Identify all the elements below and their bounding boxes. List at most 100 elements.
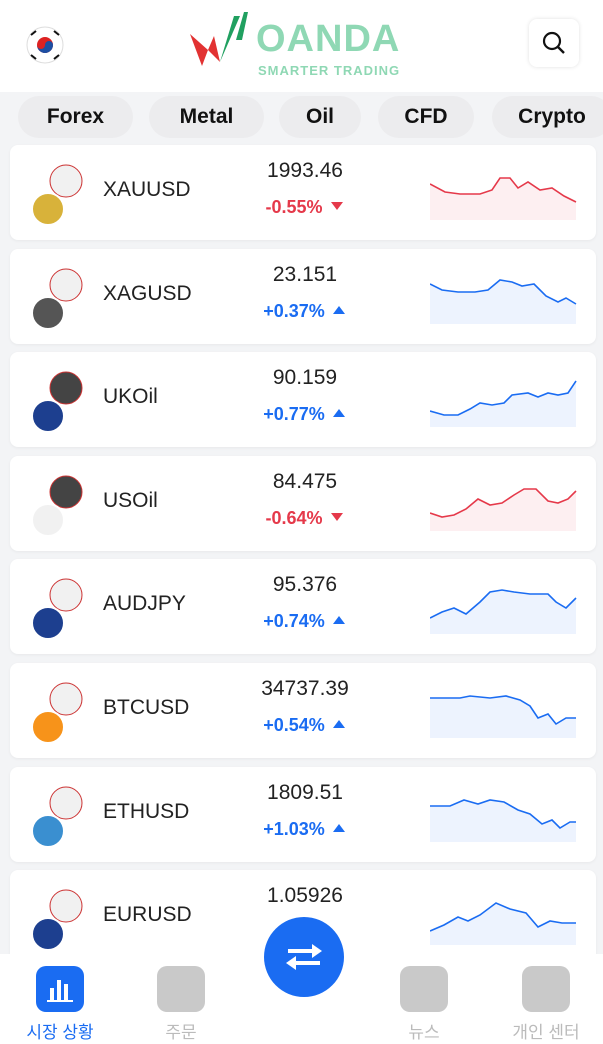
nav-label[interactable]: 뉴스 <box>408 1023 440 1042</box>
tagline: SMARTER TRADING <box>258 63 401 78</box>
quote-row[interactable]: XAGUSD 23.151 +0.37% <box>10 248 596 344</box>
icon-back <box>49 164 83 198</box>
icon-front <box>31 917 65 952</box>
nav-label[interactable]: 개인 센터 <box>512 1023 580 1042</box>
sparkline-line <box>430 380 577 416</box>
category-tab[interactable]: Metal <box>149 96 264 138</box>
flag-icon[interactable] <box>25 25 65 65</box>
change-wrap: +0.77% <box>240 404 370 425</box>
sparkline-line <box>430 278 577 305</box>
price: 34737.39 <box>261 677 349 700</box>
price: 84.475 <box>272 469 338 493</box>
change-arrow <box>332 409 345 418</box>
sparkline-area <box>430 696 576 738</box>
symbol: XAUUSD <box>103 178 191 201</box>
category-tab[interactable]: Oil <box>279 96 361 138</box>
nav-label[interactable]: 시장 상황 <box>26 1023 94 1042</box>
icon-back <box>49 786 83 820</box>
search-button[interactable] <box>529 19 579 67</box>
quote-row[interactable]: XAUUSD 1993.46 -0.55% <box>10 145 596 240</box>
icon-front <box>31 192 65 226</box>
instrument-icon <box>31 475 83 537</box>
sparkline-line <box>430 589 577 620</box>
symbol: XAGUSD <box>103 281 192 305</box>
sparkline <box>430 589 577 635</box>
category-tab[interactable]: Crypto <box>492 96 603 138</box>
symbol: ETHUSD <box>103 799 190 823</box>
nav-label[interactable]: 주문 <box>165 1023 197 1042</box>
sparkline-area <box>430 488 576 531</box>
change-wrap: +0.74% <box>240 611 370 632</box>
icon-back <box>49 578 83 612</box>
sparkline <box>430 487 577 531</box>
icon-front <box>31 399 65 434</box>
icon-front <box>31 606 65 641</box>
price: 1.05926 <box>267 884 343 908</box>
change: +0.77% <box>263 404 325 425</box>
change: +0.54% <box>263 715 325 735</box>
arrow <box>332 616 345 625</box>
nav-icon[interactable] <box>522 966 570 1012</box>
arrow <box>332 305 345 314</box>
change: -0.55% <box>265 197 323 217</box>
nav-icon[interactable] <box>36 966 84 1012</box>
icon-front <box>31 295 65 330</box>
sparkline-area <box>430 799 576 842</box>
instrument-icon <box>31 268 83 330</box>
quote-row[interactable]: USOil 84.475 -0.64% <box>10 455 596 551</box>
change-wrap: +0.37% <box>240 301 370 322</box>
header: OANDA SMARTER TRADING <box>0 0 603 92</box>
quote-row[interactable]: ETHUSD 1809.51 +1.03% <box>10 766 596 862</box>
icon-back <box>49 371 83 405</box>
change: +0.37% <box>263 300 325 321</box>
quote-row[interactable]: AUDJPY 95.376 +0.74% <box>10 559 596 655</box>
instrument-icon <box>31 578 83 641</box>
arrow <box>332 409 345 418</box>
sparkline <box>430 278 577 324</box>
symbol: USOil <box>103 488 158 512</box>
sparkline-line <box>430 487 577 518</box>
instrument-icon <box>31 786 83 848</box>
trade-button[interactable] <box>264 917 344 997</box>
sparkline-line <box>430 695 576 726</box>
icon-front <box>31 813 65 848</box>
icon-back <box>49 889 83 923</box>
sparkline-area <box>430 279 576 324</box>
quote-row[interactable]: BTCUSD 34737.39 +0.54% <box>10 663 596 758</box>
sparkline <box>430 380 577 428</box>
logo-text: OANDA <box>256 18 401 60</box>
sparkline-area <box>430 381 576 428</box>
change-arrow <box>332 305 345 314</box>
nav-icon[interactable] <box>400 966 448 1012</box>
change-arrow <box>332 616 345 625</box>
change-wrap: +0.54% <box>240 715 370 736</box>
category-tab[interactable]: CFD <box>378 96 474 138</box>
arrow <box>332 720 345 728</box>
icon-back <box>49 682 83 716</box>
price: 23.151 <box>272 262 338 286</box>
change: -0.64% <box>265 507 323 528</box>
sparkline-line <box>430 902 576 932</box>
change: +1.03% <box>263 818 325 839</box>
logo-mark <box>190 12 248 66</box>
sparkline <box>430 177 577 220</box>
quote-row[interactable]: UKOil 90.159 +0.77% <box>10 352 596 448</box>
change-wrap: +1.03% <box>240 819 370 840</box>
price: 95.376 <box>272 573 338 597</box>
sparkline-area <box>430 903 576 946</box>
symbol: AUDJPY <box>103 592 186 616</box>
sparkline <box>430 902 576 946</box>
change-arrow <box>332 823 345 832</box>
change-wrap: -0.64% <box>240 508 370 529</box>
change: +0.74% <box>263 611 325 632</box>
change-arrow <box>330 202 343 210</box>
instrument-icon <box>31 682 83 744</box>
sparkline <box>430 695 576 738</box>
arrow <box>332 823 345 832</box>
nav-icon[interactable] <box>157 966 205 1012</box>
symbol: EURUSD <box>103 903 192 927</box>
category-tab[interactable]: Forex <box>18 96 133 138</box>
icon-back <box>49 268 83 302</box>
instrument-icon <box>31 164 83 226</box>
